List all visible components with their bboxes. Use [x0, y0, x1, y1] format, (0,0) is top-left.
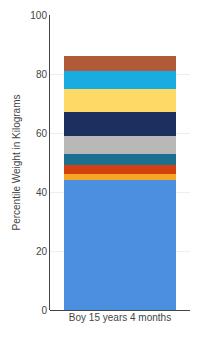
svg-text:80: 80 — [36, 69, 48, 80]
svg-text:0: 0 — [41, 305, 47, 316]
svg-text:40: 40 — [36, 187, 48, 198]
svg-text:Boy 15 years 4 months: Boy 15 years 4 months — [69, 312, 171, 323]
svg-text:20: 20 — [36, 246, 48, 257]
svg-text:100: 100 — [30, 10, 47, 21]
svg-text:Percentile Weight in Kilograms: Percentile Weight in Kilograms — [11, 95, 22, 231]
svg-text:60: 60 — [36, 128, 48, 139]
